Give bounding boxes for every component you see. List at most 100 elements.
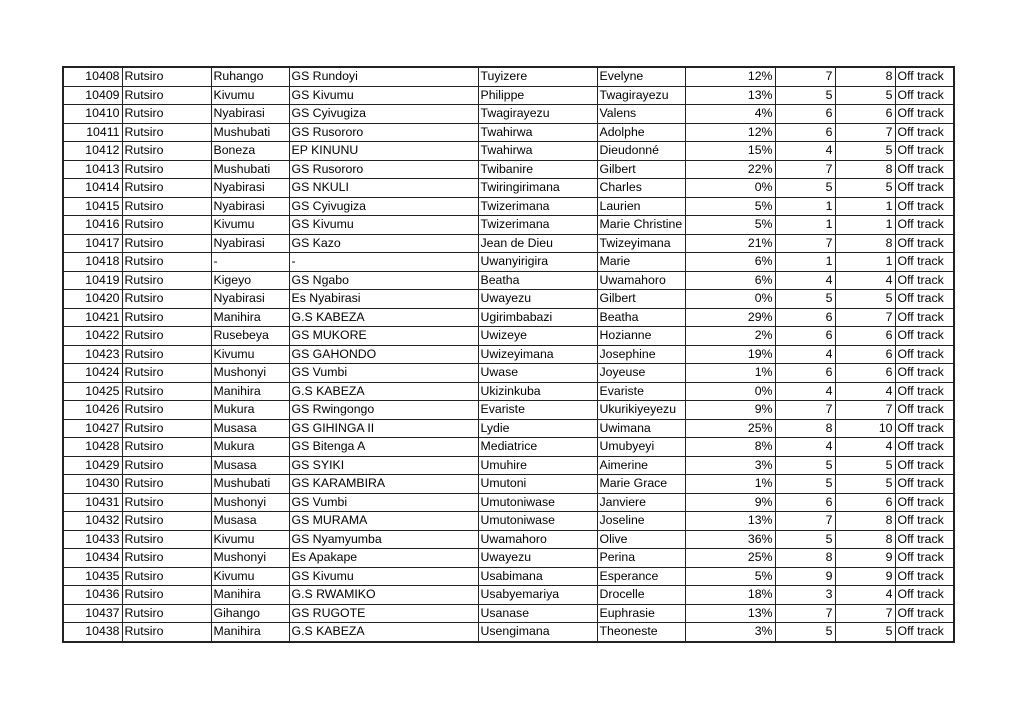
- cell-id: 10424: [62, 363, 123, 383]
- cell-school: GS GIHINGA II: [288, 418, 479, 438]
- cell-last-name: Uwase: [477, 363, 598, 383]
- cell-percent: 13%: [684, 85, 776, 105]
- cell-id: 10432: [62, 511, 123, 531]
- cell-district: Rutsiro: [121, 104, 212, 124]
- cell-status: Off track: [894, 548, 955, 568]
- cell-school: GS Ngabo: [288, 270, 479, 290]
- cell-count-a: 4: [774, 141, 836, 161]
- cell-school: GS Rusororo: [288, 122, 479, 142]
- cell-last-name: Usengimana: [477, 622, 598, 642]
- cell-count-a: 1: [774, 196, 836, 216]
- table-row: 10426 Rutsiro Mukura GS Rwingongo Evariste Uk…: [62, 400, 955, 420]
- cell-status: Off track: [894, 400, 955, 420]
- cell-count-a: 5: [774, 85, 836, 105]
- cell-sector: Gihango: [210, 603, 290, 623]
- cell-district: Rutsiro: [121, 270, 212, 290]
- cell-first-name: Evelyne: [596, 66, 686, 87]
- cell-district: Rutsiro: [121, 196, 212, 216]
- cell-last-name: Uwanyirigira: [477, 252, 598, 272]
- cell-status: Off track: [894, 492, 955, 512]
- cell-id: 10412: [62, 141, 123, 161]
- cell-district: Rutsiro: [121, 215, 212, 235]
- cell-percent: 13%: [684, 603, 776, 623]
- cell-last-name: Uwamahoro: [477, 529, 598, 549]
- cell-sector: Manihira: [210, 585, 290, 605]
- cell-count-b: 8: [834, 529, 896, 549]
- cell-district: Rutsiro: [121, 344, 212, 364]
- table-row: 10413 Rutsiro Mushubati GS Rusororo Twibanir…: [62, 159, 955, 179]
- cell-count-a: 6: [774, 104, 836, 124]
- cell-count-a: 6: [774, 122, 836, 142]
- cell-id: 10409: [62, 85, 123, 105]
- cell-district: Rutsiro: [121, 511, 212, 531]
- cell-district: Rutsiro: [121, 363, 212, 383]
- cell-count-b: 7: [834, 307, 896, 327]
- cell-percent: 4%: [684, 104, 776, 124]
- cell-district: Rutsiro: [121, 622, 212, 642]
- cell-school: GS Vumbi: [288, 492, 479, 512]
- cell-count-a: 8: [774, 548, 836, 568]
- cell-last-name: Umuhire: [477, 455, 598, 475]
- cell-last-name: Jean de Dieu: [477, 233, 598, 253]
- cell-district: Rutsiro: [121, 252, 212, 272]
- cell-first-name: Uwimana: [596, 418, 686, 438]
- cell-count-a: 5: [774, 622, 836, 642]
- cell-district: Rutsiro: [121, 548, 212, 568]
- cell-count-a: 3: [774, 585, 836, 605]
- cell-sector: Kivumu: [210, 566, 290, 586]
- table-row: 10431 Rutsiro Mushonyi GS Vumbi Umutoniwase J…: [62, 492, 955, 512]
- cell-id: 10426: [62, 400, 123, 420]
- cell-first-name: Laurien: [596, 196, 686, 216]
- cell-first-name: Valens: [596, 104, 686, 124]
- cell-sector: Rusebeya: [210, 326, 290, 346]
- cell-district: Rutsiro: [121, 529, 212, 549]
- cell-count-b: 6: [834, 363, 896, 383]
- table-row: 10425 Rutsiro Manihira G.S KABEZA Ukizinkuba…: [62, 381, 955, 401]
- cell-percent: 5%: [684, 215, 776, 235]
- cell-id: 10414: [62, 178, 123, 198]
- cell-last-name: Ukizinkuba: [477, 381, 598, 401]
- cell-first-name: Twizeyimana: [596, 233, 686, 253]
- cell-first-name: Dieudonné: [596, 141, 686, 161]
- cell-count-a: 7: [774, 603, 836, 623]
- cell-id: 10436: [62, 585, 123, 605]
- cell-id: 10431: [62, 492, 123, 512]
- cell-count-a: 5: [774, 529, 836, 549]
- cell-last-name: Twiringirimana: [477, 178, 598, 198]
- cell-count-a: 7: [774, 511, 836, 531]
- cell-percent: 6%: [684, 270, 776, 290]
- cell-sector: Kivumu: [210, 215, 290, 235]
- cell-first-name: Euphrasie: [596, 603, 686, 623]
- table-row: 10410 Rutsiro Nyabirasi GS Cyivugiza Twagira…: [62, 104, 955, 124]
- cell-first-name: Olive: [596, 529, 686, 549]
- cell-sector: Mushubati: [210, 122, 290, 142]
- cell-first-name: Charles: [596, 178, 686, 198]
- cell-percent: 18%: [684, 585, 776, 605]
- cell-percent: 9%: [684, 492, 776, 512]
- cell-percent: 1%: [684, 474, 776, 494]
- cell-percent: 25%: [684, 418, 776, 438]
- cell-last-name: Usabimana: [477, 566, 598, 586]
- cell-district: Rutsiro: [121, 159, 212, 179]
- cell-school: GS Rwingongo: [288, 400, 479, 420]
- cell-school: GS NKULI: [288, 178, 479, 198]
- cell-status: Off track: [894, 66, 955, 87]
- cell-id: 10434: [62, 548, 123, 568]
- cell-count-b: 6: [834, 344, 896, 364]
- table-row: 10435 Rutsiro Kivumu GS Kivumu Usabimana Espe…: [62, 566, 955, 586]
- cell-school: GS Kivumu: [288, 215, 479, 235]
- cell-count-b: 7: [834, 603, 896, 623]
- cell-count-b: 5: [834, 474, 896, 494]
- cell-sector: Mushonyi: [210, 548, 290, 568]
- cell-status: Off track: [894, 326, 955, 346]
- cell-last-name: Ugirimbabazi: [477, 307, 598, 327]
- cell-sector: Mukura: [210, 400, 290, 420]
- cell-count-a: 4: [774, 437, 836, 457]
- cell-status: Off track: [894, 585, 955, 605]
- cell-id: 10428: [62, 437, 123, 457]
- cell-first-name: Evariste: [596, 381, 686, 401]
- cell-percent: 29%: [684, 307, 776, 327]
- cell-status: Off track: [894, 122, 955, 142]
- cell-first-name: Perina: [596, 548, 686, 568]
- cell-count-b: 7: [834, 122, 896, 142]
